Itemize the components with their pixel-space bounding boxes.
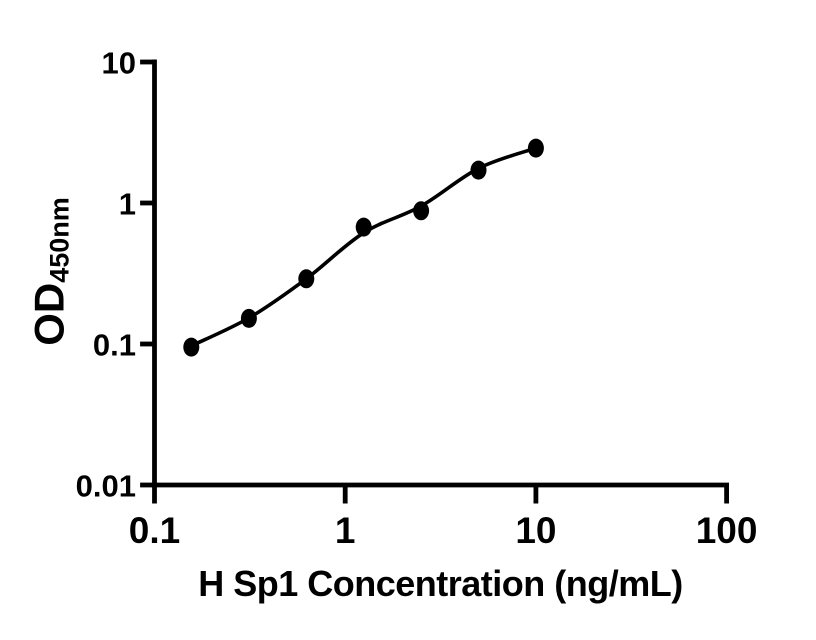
data-point-marker	[527, 138, 544, 158]
data-points	[183, 138, 544, 357]
y-axis-title-main: OD	[26, 283, 73, 346]
data-point-marker	[413, 201, 430, 221]
data-point-marker	[298, 269, 315, 289]
data-point-marker	[470, 160, 487, 180]
y-tick-label: 0.01	[76, 469, 136, 504]
y-axis-title: OD450nm	[26, 197, 75, 346]
y-axis-title-subscript: 450nm	[45, 197, 75, 283]
x-tick-label: 1	[335, 510, 356, 551]
x-tick-label: 0.1	[129, 510, 180, 551]
y-tick-label: 1	[119, 187, 136, 222]
x-axis-title: H Sp1 Concentration (ng/mL)	[198, 563, 683, 604]
data-point-marker	[240, 308, 257, 328]
data-point-marker	[183, 337, 200, 357]
axes	[140, 59, 729, 504]
data-point-marker	[355, 217, 372, 237]
x-tick-label: 10	[515, 510, 556, 551]
tick-labels: 10 1 0.1 0.01 0.1 1 10 100	[76, 46, 758, 552]
y-tick-label: 10	[102, 46, 136, 81]
y-tick-label: 0.1	[93, 328, 136, 363]
x-tick-label: 100	[696, 510, 758, 551]
